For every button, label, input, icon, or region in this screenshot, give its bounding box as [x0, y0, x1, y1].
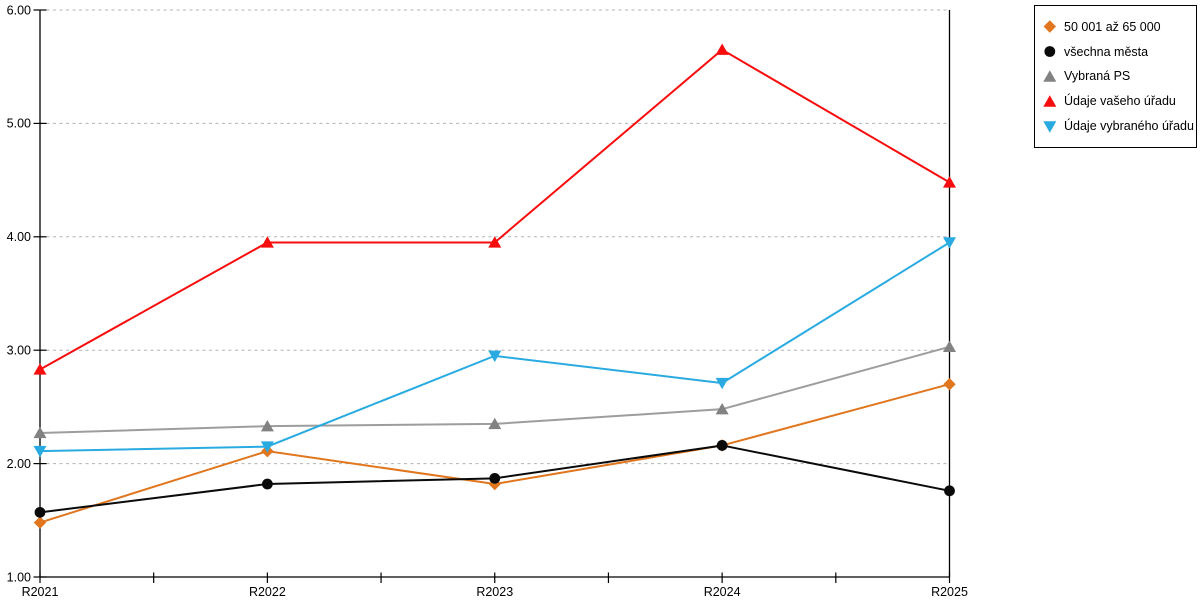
series-4-point-1: [260, 441, 274, 453]
triangle-down-glyph: [1043, 120, 1057, 133]
x-tick-label: R2023: [476, 585, 513, 599]
y-tick-label: 3.00: [7, 344, 31, 358]
series-line-0: [39, 383, 950, 524]
legend: 50 001 až 65 000 všechna města Vybraná PS Ú…: [1034, 5, 1197, 148]
series-1-point-1: [261, 478, 273, 490]
y-tick-label: 2.00: [7, 457, 31, 471]
series-2-point-0: [33, 426, 47, 439]
series-2-point-4: [943, 340, 956, 352]
y-tick-label: 5.00: [7, 117, 31, 131]
x-tick-label: R2021: [22, 585, 59, 599]
series-0-point-0: [33, 516, 47, 529]
series-3-point-2: [488, 236, 502, 248]
series-line-3: [39, 48, 951, 371]
y-tick-label: 6.00: [7, 3, 31, 17]
series-1-point-0: [34, 506, 46, 518]
legend-label: všechna města: [1064, 44, 1149, 59]
x-tick-label: R2022: [249, 585, 286, 599]
series-3-point-4: [943, 176, 956, 188]
triangle-up-marker-icon: [1043, 95, 1057, 107]
circle-glyph: [1044, 46, 1056, 58]
series-1-point-2: [489, 472, 501, 484]
series-3-point-1: [260, 236, 274, 248]
legend-label: Údaje vybraného úřadu: [1064, 119, 1194, 134]
x-tick-label: R2025: [931, 585, 968, 599]
series-4-point-4: [943, 237, 956, 249]
series-3-point-0: [33, 363, 47, 375]
legend-label: 50 001 až 65 000: [1064, 19, 1161, 34]
x-tick-label: R2024: [704, 585, 741, 599]
legend-item-2: Vybraná PS: [1043, 69, 1194, 83]
triangle-up-glyph: [1043, 70, 1057, 82]
circle-marker-icon: [1044, 46, 1056, 58]
series-2-point-2: [488, 417, 502, 430]
legend-item-3: Údaje vašeho úřadu: [1043, 94, 1194, 108]
legend-label: Vybraná PS: [1064, 69, 1131, 84]
series-4-point-2: [488, 350, 502, 363]
series-0-point-4: [943, 378, 956, 391]
triangle-up-marker-icon: [1043, 70, 1057, 82]
legend-item-4: Údaje vybraného úřadu: [1043, 119, 1194, 133]
series-2-point-1: [260, 419, 274, 432]
series-4-point-3: [715, 377, 729, 390]
series-2-point-3: [715, 402, 729, 415]
series-1-point-4: [944, 485, 955, 497]
series-4-point-0: [33, 445, 47, 458]
series-1-point-3: [716, 440, 728, 451]
legend-label: Údaje vašeho úřadu: [1064, 94, 1176, 109]
triangle-down-marker-icon: [1043, 120, 1057, 133]
legend-item-1: všechna města: [1043, 45, 1194, 59]
y-tick-label: 1.00: [7, 570, 31, 584]
series-3-point-3: [715, 43, 729, 55]
diamond-glyph: [1043, 20, 1056, 34]
y-tick-label: 4.00: [7, 230, 31, 244]
legend-item-0: 50 001 až 65 000: [1043, 20, 1194, 34]
diamond-marker-icon: [1043, 20, 1056, 34]
triangle-up-glyph: [1043, 95, 1057, 107]
